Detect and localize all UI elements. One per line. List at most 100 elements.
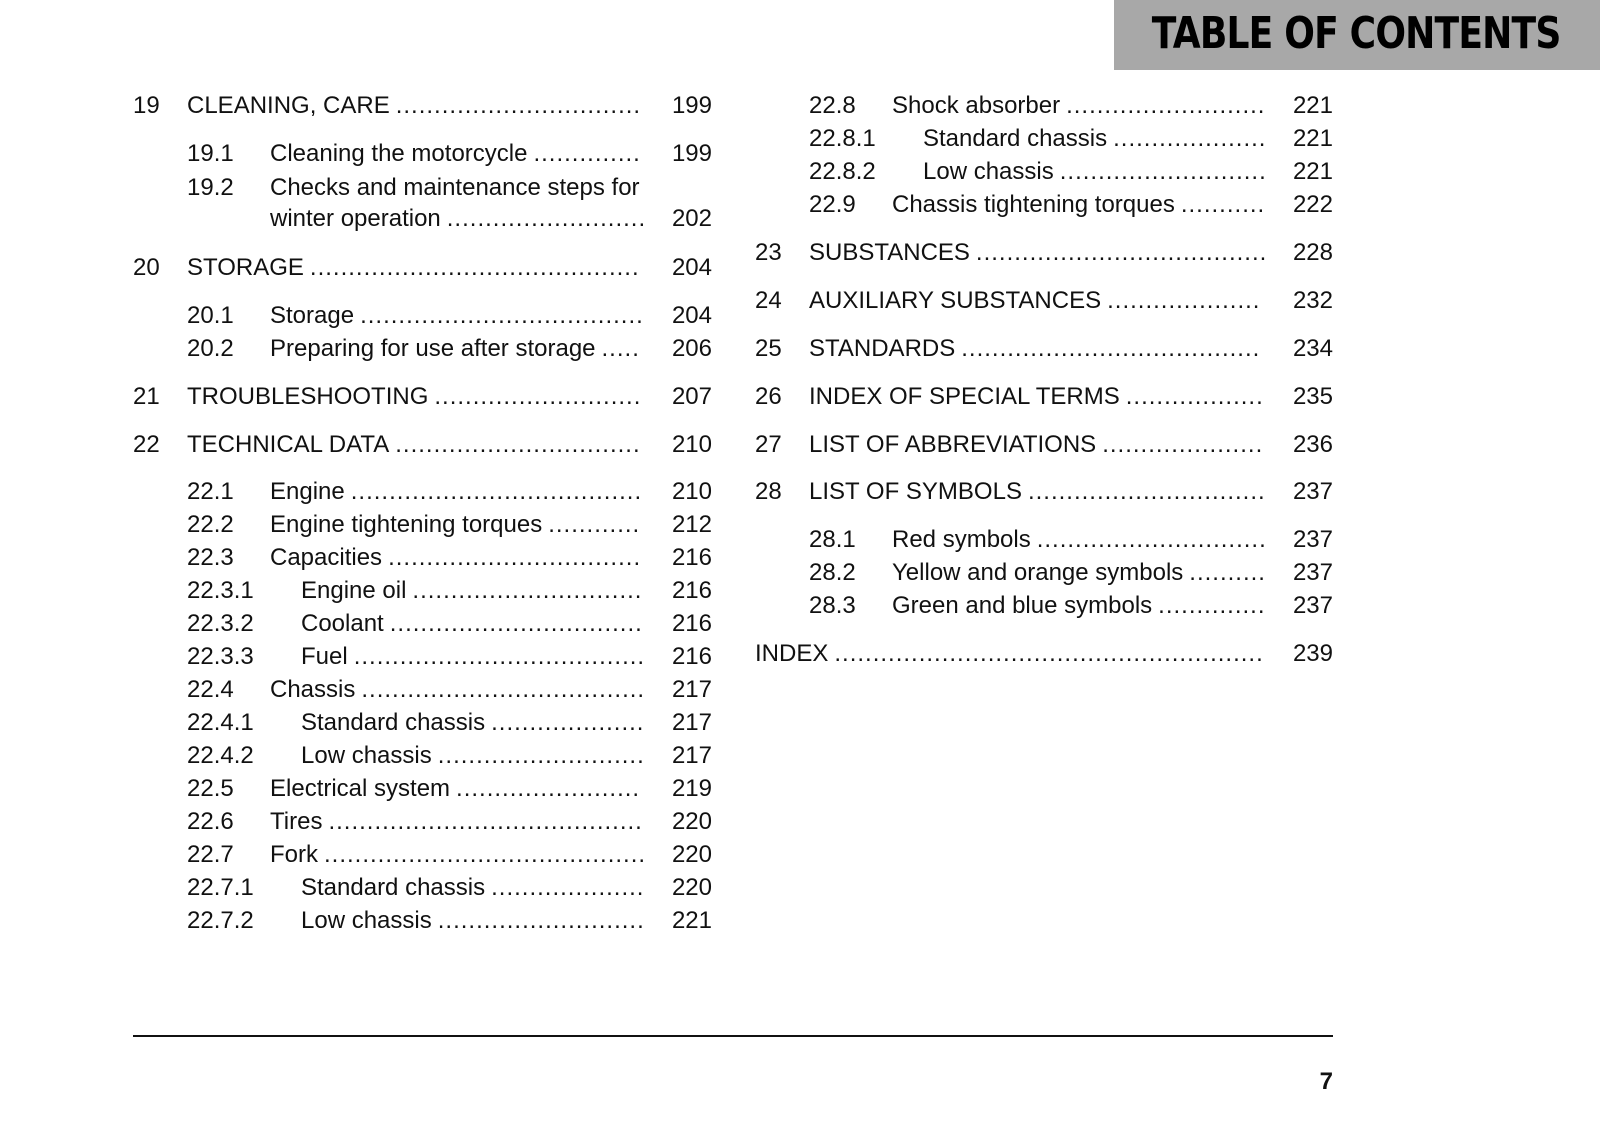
toc-entry[interactable]: 27 LIST OF ABBREVIATIONS.................… (755, 430, 1333, 460)
entry-title[interactable]: STANDARDS (809, 335, 956, 362)
entry-title[interactable]: LIST OF SYMBOLS (809, 478, 1022, 505)
entry-title[interactable]: Standard chassis (301, 709, 486, 736)
toc-entry[interactable]: 22.7 Fork................................… (133, 840, 712, 870)
entry-title[interactable]: LIST OF ABBREVIATIONS (809, 431, 1097, 458)
entry-title[interactable]: Standard chassis (301, 874, 486, 901)
toc-entry[interactable]: 22.3.1 Engine oil........................… (133, 576, 712, 606)
toc-entry[interactable]: 22.2 Engine tightening torques...........… (133, 510, 712, 540)
entry-title[interactable]: Engine oil (301, 577, 407, 604)
entry-title[interactable]: TECHNICAL DATA (187, 431, 390, 458)
entry-page[interactable]: 212 (671, 511, 712, 538)
entry-title[interactable]: INDEX (755, 640, 829, 667)
entry-page[interactable]: 221 (1292, 125, 1333, 152)
toc-entry[interactable]: INDEX...................................… (755, 639, 1333, 669)
entry-page[interactable]: 217 (671, 742, 712, 769)
toc-entry[interactable]: 21 TROUBLESHOOTING.......................… (133, 382, 712, 412)
entry-page[interactable]: 199 (671, 140, 712, 167)
entry-title[interactable]: Storage (270, 302, 355, 329)
toc-entry[interactable]: 22.3.3 Fuel..............................… (133, 642, 712, 672)
entry-page[interactable]: 237 (1292, 559, 1333, 586)
toc-entry[interactable]: 22.4.1 Standard chassis..................… (133, 708, 712, 738)
entry-title[interactable]: Shock absorber (892, 92, 1061, 119)
entry-page[interactable]: 217 (671, 676, 712, 703)
toc-entry[interactable]: 20.1 Storage.............................… (133, 301, 712, 331)
entry-title[interactable]: Capacities (270, 544, 383, 571)
toc-entry[interactable]: 22.7.2 Low chassis.......................… (133, 906, 712, 936)
entry-page[interactable]: 234 (1292, 335, 1333, 362)
entry-title[interactable]: Chassis tightening torques (892, 191, 1175, 218)
toc-entry[interactable]: 28.1 Red symbols.........................… (755, 525, 1333, 555)
toc-entry[interactable]: 28 LIST OF SYMBOLS.......................… (755, 477, 1333, 507)
toc-entry[interactable]: 22.9 Chassis tightening torques..........… (755, 190, 1333, 220)
entry-title[interactable]: Low chassis (301, 907, 432, 934)
entry-title[interactable]: Red symbols (892, 526, 1031, 553)
toc-entry[interactable]: 22.3 Capacities..........................… (133, 543, 712, 573)
toc-entry[interactable]: 28.3 Green and blue symbols..............… (755, 591, 1333, 621)
entry-page[interactable]: 220 (671, 874, 712, 901)
entry-page[interactable]: 204 (671, 302, 712, 329)
entry-page[interactable]: 237 (1292, 478, 1333, 505)
entry-title[interactable]: Tires (270, 808, 323, 835)
entry-page[interactable]: 236 (1292, 431, 1333, 458)
toc-entry[interactable]: 22.5 Electrical system...................… (133, 774, 712, 804)
toc-entry[interactable]: 22.1 Engine..............................… (133, 477, 712, 507)
toc-entry[interactable]: 25 STANDARDS.............................… (755, 334, 1333, 364)
entry-title[interactable]: Cleaning the motorcycle (270, 140, 528, 167)
entry-page[interactable]: 216 (671, 610, 712, 637)
entry-title[interactable]: Preparing for use after storage (270, 335, 596, 362)
entry-page[interactable]: 207 (671, 383, 712, 410)
toc-entry[interactable]: 22.8.2 Low chassis.......................… (755, 157, 1333, 187)
toc-entry[interactable]: 22.7.1 Standard chassis..................… (133, 873, 712, 903)
entry-page[interactable]: 199 (671, 92, 712, 119)
toc-entry[interactable]: 20 STORAGE...............................… (133, 253, 712, 283)
entry-page[interactable]: 221 (1292, 92, 1333, 119)
entry-page[interactable]: 239 (1292, 640, 1333, 667)
entry-title[interactable]: Fork (270, 841, 318, 868)
entry-title[interactable]: AUXILIARY SUBSTANCES (809, 287, 1102, 314)
entry-page[interactable]: 235 (1292, 383, 1333, 410)
entry-page[interactable]: 221 (671, 907, 712, 934)
entry-page[interactable]: 237 (1292, 592, 1333, 619)
entry-title[interactable]: Engine (270, 478, 345, 505)
entry-title[interactable]: SUBSTANCES (809, 239, 970, 266)
entry-page[interactable]: 220 (671, 841, 712, 868)
entry-page[interactable]: 216 (671, 544, 712, 571)
entry-title[interactable]: winter operation (270, 205, 441, 232)
entry-page[interactable]: 217 (671, 709, 712, 736)
entry-page[interactable]: 206 (671, 335, 712, 362)
toc-entry[interactable]: 23 SUBSTANCES............................… (755, 238, 1333, 268)
toc-entry[interactable]: winter operation........................… (133, 204, 712, 234)
entry-title[interactable]: Fuel (301, 643, 348, 670)
entry-page[interactable]: 220 (671, 808, 712, 835)
entry-title[interactable]: TROUBLESHOOTING (187, 383, 429, 410)
toc-entry[interactable]: 19.2 Checks and maintenance steps for (133, 173, 712, 203)
entry-page[interactable]: 202 (671, 205, 712, 232)
toc-entry[interactable]: 22.4 Chassis.............................… (133, 675, 712, 705)
entry-page[interactable]: 204 (671, 254, 712, 281)
toc-entry[interactable]: 19 CLEANING, CARE........................… (133, 91, 712, 121)
toc-entry[interactable]: 19.1 Cleaning the motorcycle.............… (133, 139, 712, 169)
entry-page[interactable]: 210 (671, 478, 712, 505)
entry-page[interactable]: 228 (1292, 239, 1333, 266)
entry-title[interactable]: Electrical system (270, 775, 451, 802)
entry-page[interactable]: 237 (1292, 526, 1333, 553)
entry-title[interactable]: CLEANING, CARE (187, 92, 390, 119)
entry-title[interactable]: STORAGE (187, 254, 304, 281)
entry-page[interactable]: 210 (671, 431, 712, 458)
entry-title[interactable]: INDEX OF SPECIAL TERMS (809, 383, 1120, 410)
entry-title[interactable]: Yellow and orange symbols (892, 559, 1184, 586)
toc-entry[interactable]: 28.2 Yellow and orange symbols.......... 2… (755, 558, 1333, 588)
entry-page[interactable]: 221 (1292, 158, 1333, 185)
toc-entry[interactable]: 22.8 Shock absorber......................… (755, 91, 1333, 121)
entry-title[interactable]: Low chassis (301, 742, 432, 769)
toc-entry[interactable]: 22 TECHNICAL DATA........................… (133, 430, 712, 460)
toc-entry[interactable]: 26 INDEX OF SPECIAL TERMS................… (755, 382, 1333, 412)
entry-title[interactable]: Checks and maintenance steps for (270, 174, 640, 201)
entry-title[interactable]: Coolant (301, 610, 384, 637)
toc-entry[interactable]: 24 AUXILIARY SUBSTANCES..................… (755, 286, 1333, 316)
toc-entry[interactable]: 22.4.2 Low chassis.......................… (133, 741, 712, 771)
entry-title[interactable]: Low chassis (923, 158, 1054, 185)
entry-page[interactable]: 219 (671, 775, 712, 802)
entry-page[interactable]: 222 (1292, 191, 1333, 218)
toc-entry[interactable]: 22.3.2 Coolant...........................… (133, 609, 712, 639)
